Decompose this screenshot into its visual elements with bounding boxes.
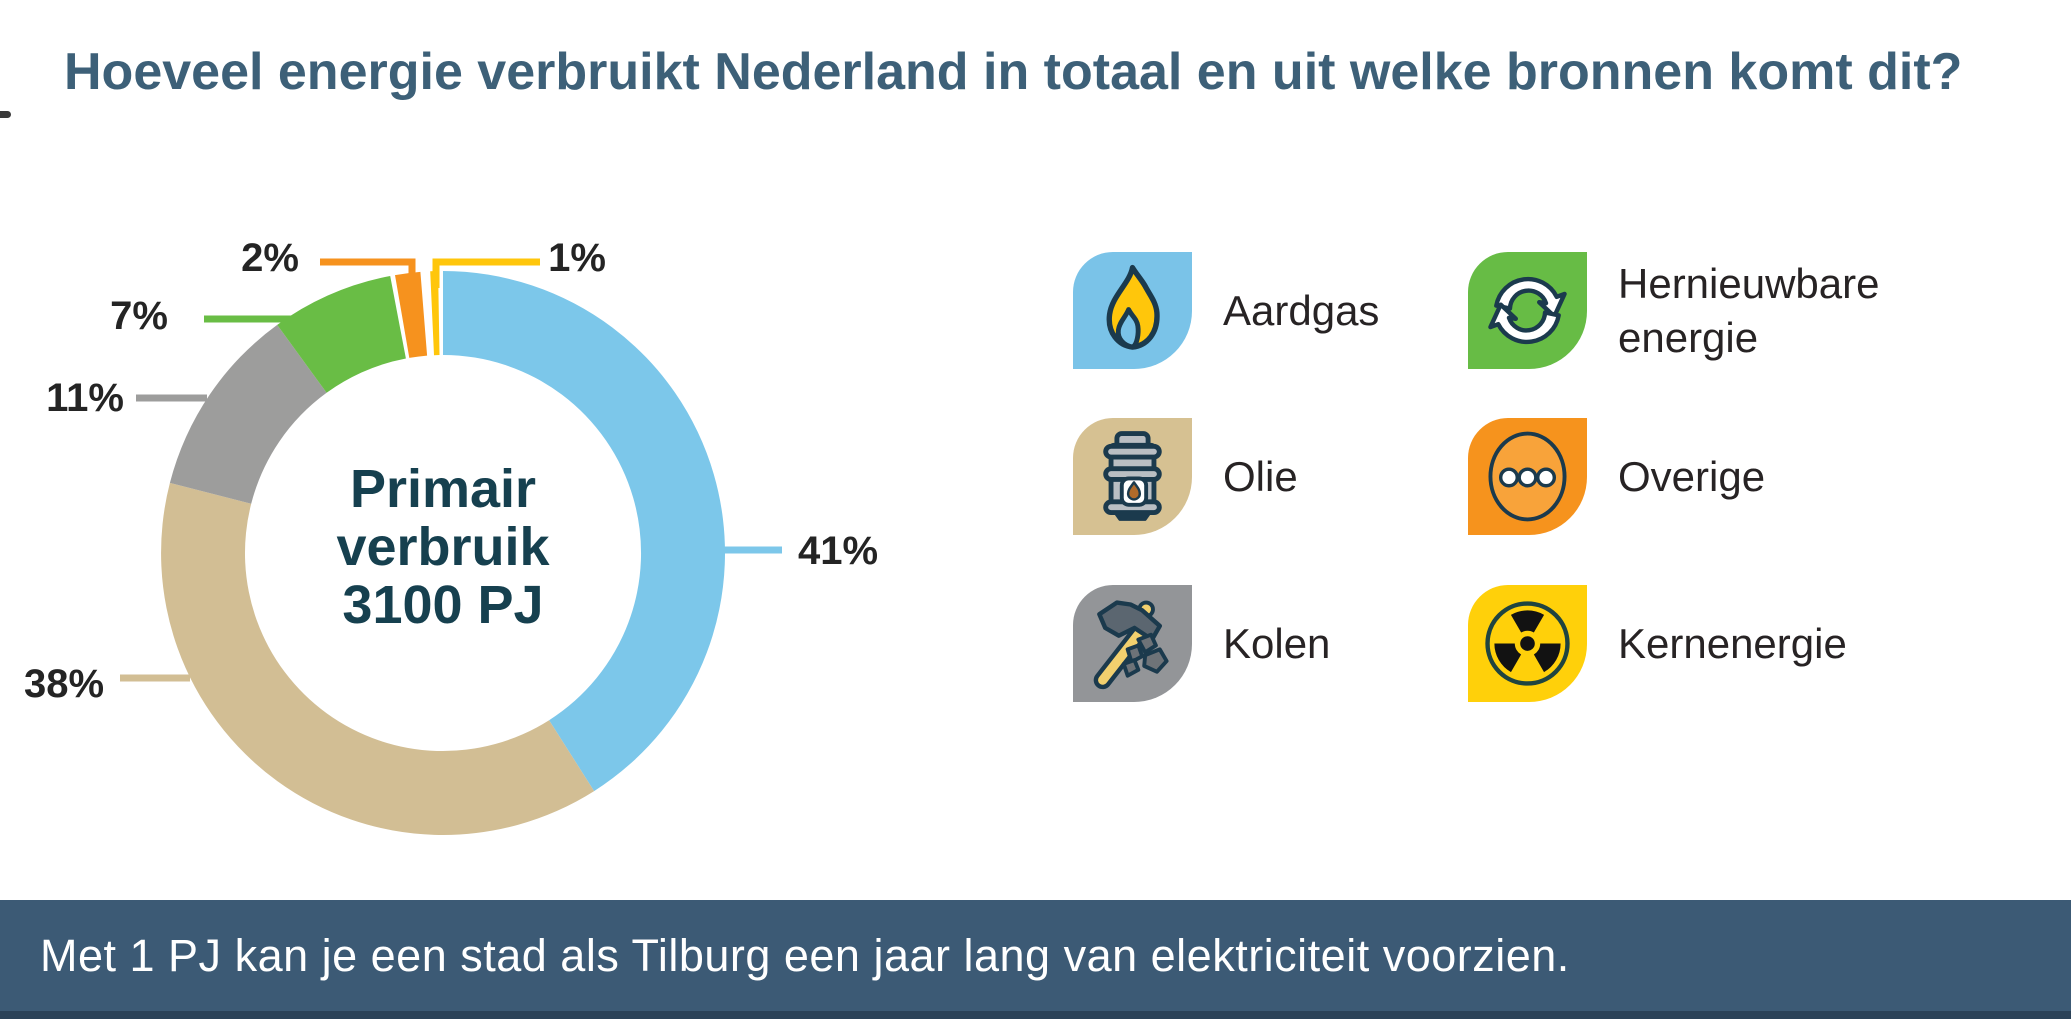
oil-barrel-icon: [1103, 431, 1162, 521]
center-line-2: verbruik: [336, 517, 550, 577]
flame-icon: [1106, 264, 1160, 350]
legend-tile-kolen: [1073, 585, 1192, 702]
donut-segment-aardgas: [443, 271, 725, 792]
legend-tile-olie: [1073, 418, 1192, 535]
legend-tile-hernieuwbare-energie: [1468, 252, 1587, 369]
donut-segment-kernenergie: [430, 271, 440, 356]
donut-segment-olie: [161, 482, 595, 835]
callout-line-overige: [320, 258, 416, 290]
legend-label-hernieuwbare-energie: Hernieuwbare energie: [1618, 260, 1880, 361]
callout-label-overige: 2%: [241, 236, 299, 280]
center-line-1: Primair: [349, 459, 537, 519]
donut-segment-overige: [395, 271, 428, 358]
legend-label-kernenergie: Kernenergie: [1618, 620, 1847, 667]
legend-tile-aardgas: [1073, 252, 1192, 369]
callout-label-olie: 38%: [24, 662, 104, 706]
footer-strip: [0, 1011, 2071, 1019]
ellipsis-icon: [1488, 431, 1567, 522]
callout-label-kolen: 11%: [46, 376, 124, 420]
donut-segment-hernieuwbare-energie: [277, 276, 406, 393]
legend-tile-kernenergie: [1468, 585, 1587, 702]
hammer-coal-icon: [1093, 600, 1169, 690]
donut-chart: 41% 38% 11% 7% 2% 1%: [24, 236, 878, 835]
page-title: Hoeveel energie verbruikt Nederland in t…: [64, 43, 1963, 101]
donut-segment-kolen: [169, 324, 327, 504]
recycle-icon: [1488, 276, 1567, 345]
radiation-icon: [1485, 601, 1570, 686]
footer-bar: Met 1 PJ kan je een stad als Tilburg een…: [0, 900, 2071, 1011]
legend-label-olie: Olie: [1223, 453, 1298, 500]
callout-line-kernenergie: [432, 258, 540, 288]
legend-label-overige: Overige: [1618, 453, 1766, 500]
callout-label-kernenergie: 1%: [548, 236, 606, 280]
legend-tile-overige: [1468, 418, 1587, 535]
left-edge-mark: [0, 111, 11, 118]
callout-label-aardgas: 41%: [798, 529, 878, 573]
legend-label-aardgas: Aardgas: [1223, 287, 1380, 334]
footer-text: Met 1 PJ kan je een stad als Tilburg een…: [40, 929, 1570, 981]
callout-label-hernieuwbare-energie: 7%: [110, 294, 168, 338]
legend-label-kolen: Kolen: [1223, 620, 1331, 667]
donut-center-label: Primair verbruik 3100 PJ: [243, 460, 643, 634]
center-line-3: 3100 PJ: [342, 575, 544, 635]
